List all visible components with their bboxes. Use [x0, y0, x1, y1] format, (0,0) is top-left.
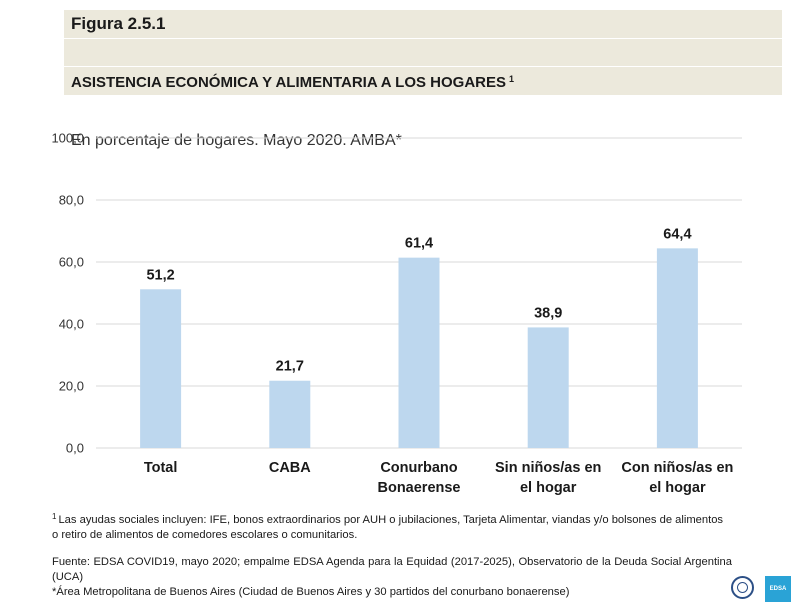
chart-title: ASISTENCIA ECONÓMICA Y ALIMENTARIA A LOS…: [71, 74, 514, 91]
figure-header: Figura 2.5.1 ASISTENCIA ECONÓMICA Y ALIM…: [64, 10, 782, 149]
y-tick-label: 60,0: [59, 255, 84, 270]
edsa-logo: EDSA: [765, 576, 791, 602]
y-tick-label: 20,0: [59, 379, 84, 394]
x-category-label: Sin niños/as en: [495, 460, 601, 476]
data-label: 38,9: [534, 305, 562, 321]
header-row-figure: Figura 2.5.1: [64, 10, 782, 39]
x-category-label: Con niños/as en: [621, 460, 733, 476]
footnote-1-text: Las ayudas sociales incluyen: IFE, bonos…: [52, 514, 724, 541]
bar: [398, 257, 440, 448]
chart-title-text: ASISTENCIA ECONÓMICA Y ALIMENTARIA A LOS…: [71, 74, 507, 91]
bar: [140, 289, 182, 448]
y-tick-label: 40,0: [59, 317, 84, 332]
data-label: 64,4: [663, 226, 691, 242]
x-category-label: el hogar: [520, 480, 577, 496]
bar: [527, 327, 569, 448]
footnote-1-mark: 1: [52, 512, 57, 521]
x-category-label: Total: [144, 460, 178, 476]
x-category-label: Bonaerense: [377, 480, 460, 496]
bar: [269, 380, 311, 448]
title-footnote-mark: 1: [509, 74, 515, 84]
bar: [656, 248, 698, 448]
x-category-label: el hogar: [649, 480, 706, 496]
header-row-title: ASISTENCIA ECONÓMICA Y ALIMENTARIA A LOS…: [64, 39, 782, 91]
y-tick-label: 80,0: [59, 193, 84, 208]
y-tick-label: 100,0: [51, 131, 84, 146]
x-category-label: CABA: [269, 460, 311, 476]
data-label: 21,7: [276, 359, 304, 375]
chart-subtitle: En porcentaje de hogares. Mayo 2020. AMB…: [71, 132, 402, 149]
footnote-1: 1 Las ayudas sociales incluyen: IFE, bono…: [52, 509, 732, 543]
amba-note: *Área Metropolitana de Buenos Aires (Ciu…: [52, 586, 570, 598]
header-row-subtitle: En porcentaje de hogares. Mayo 2020. AMB…: [64, 67, 782, 149]
uca-seal-logo: [731, 576, 754, 599]
y-tick-label: 0,0: [66, 441, 84, 456]
source-note: Fuente: EDSA COVID19, mayo 2020; empalme…: [52, 556, 732, 583]
x-category-label: Conurbano: [380, 460, 457, 476]
bar-chart: 0,0 20,0 40,0 60,0 80,0 100,0 51,2 Total 21,7 CAB…: [51, 131, 742, 496]
data-label: 51,2: [146, 267, 174, 283]
data-label: 61,4: [405, 236, 433, 252]
figure-label: Figura 2.5.1: [71, 14, 166, 33]
